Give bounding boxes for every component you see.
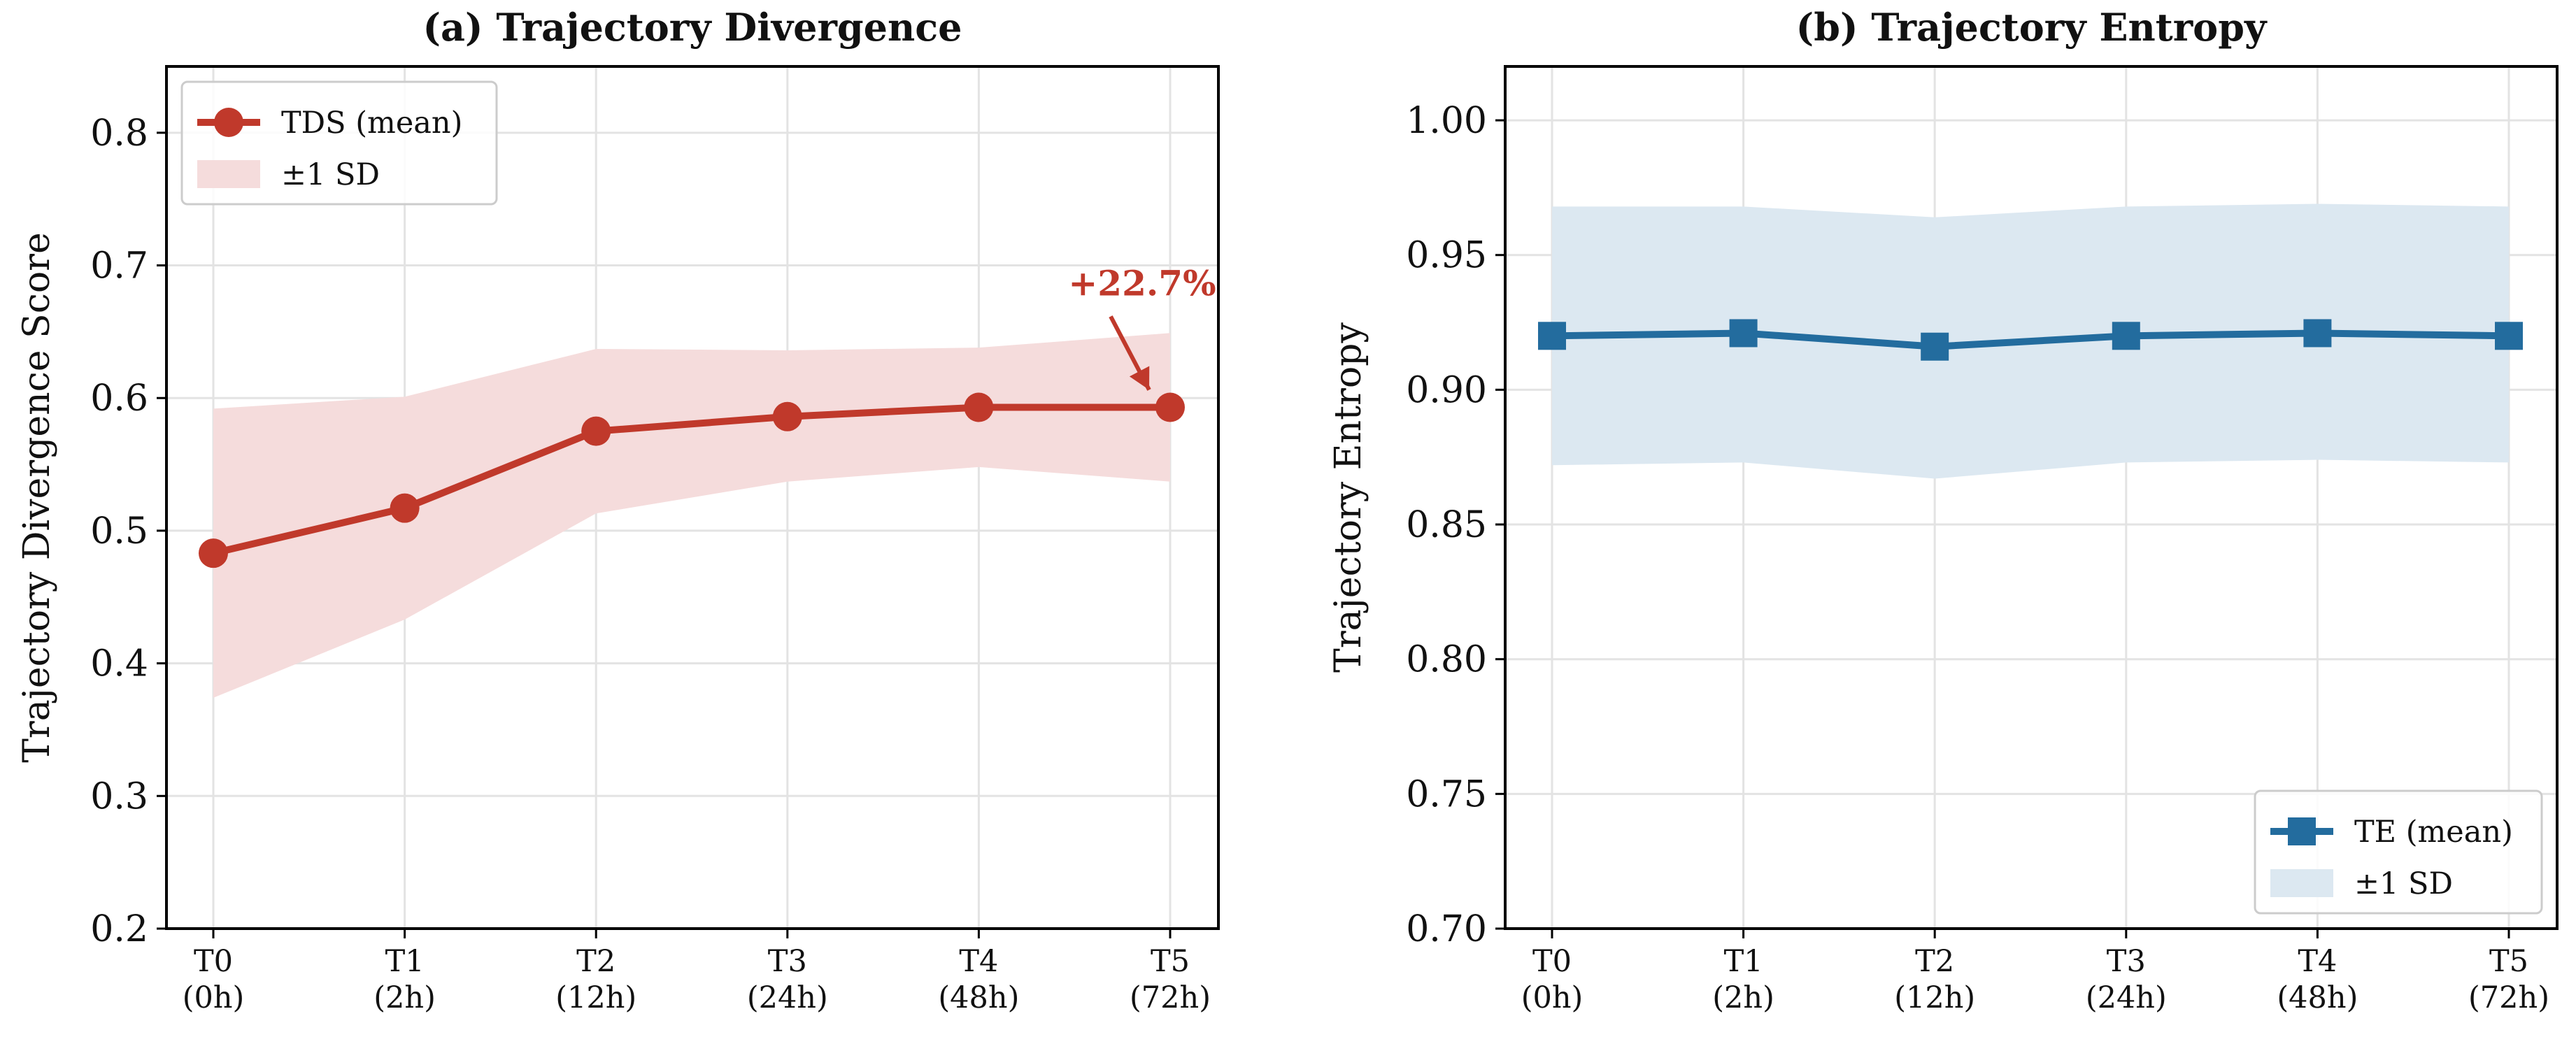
y-tick-label: 0.3 bbox=[90, 775, 148, 817]
y-tick-label: 0.7 bbox=[90, 245, 148, 287]
mean-line bbox=[212, 403, 1170, 557]
data-point bbox=[1729, 319, 1758, 348]
x-tick-label: T5 (72h) bbox=[1130, 944, 1211, 1015]
data-point bbox=[1155, 392, 1185, 422]
mean-line bbox=[1551, 329, 2510, 350]
x-tick-label: T4 (48h) bbox=[2277, 944, 2358, 1015]
y-tick-label: 0.70 bbox=[1406, 908, 1487, 950]
x-tick-label: T4 (48h) bbox=[938, 944, 1019, 1015]
legend-marker bbox=[214, 108, 243, 137]
y-tick-label: 0.95 bbox=[1406, 235, 1487, 277]
legend-label-sd: ±1 SD bbox=[2354, 866, 2453, 901]
legend-label-mean: TDS (mean) bbox=[281, 106, 462, 141]
y-tick-label: 0.90 bbox=[1406, 369, 1487, 411]
panel-trajectory-divergence: 0.2 0.3 0.4 0.5 0.6 0.7 0.8 T0 (0h) T1 (2h) T2 (12h)… bbox=[16, 5, 1220, 1015]
data-point bbox=[390, 493, 420, 523]
x-tick-label: T2 (12h) bbox=[555, 944, 636, 1015]
plot-frame bbox=[1504, 65, 2559, 930]
panel-trajectory-entropy: 0.70 0.75 0.80 0.85 0.90 0.95 1.00 T0 (0h) T1 (2h)… bbox=[1328, 5, 2559, 1015]
y-tick-label: 0.8 bbox=[90, 113, 148, 155]
data-point bbox=[772, 401, 802, 431]
legend-box bbox=[180, 80, 498, 206]
legend-marker bbox=[2288, 817, 2316, 845]
chart-title: (a) Trajectory Divergence bbox=[422, 5, 962, 50]
y-tick-label: 0.2 bbox=[90, 908, 148, 950]
plot-frame bbox=[165, 65, 1220, 930]
y-tick-label: 0.85 bbox=[1406, 504, 1487, 546]
y-tick-label: 0.4 bbox=[90, 643, 148, 685]
y-tick-label: 0.6 bbox=[90, 378, 148, 420]
x-tick-label: T2 (12h) bbox=[1894, 944, 1975, 1015]
legend-band-swatch bbox=[2270, 869, 2333, 897]
data-point bbox=[2303, 319, 2332, 348]
data-point bbox=[2495, 322, 2523, 350]
x-tick-label: T3 (24h) bbox=[747, 944, 828, 1015]
y-tick-label: 1.00 bbox=[1406, 100, 1487, 142]
x-tick-label: T0 (0h) bbox=[183, 944, 245, 1015]
x-tick-label: T1 (2h) bbox=[373, 944, 436, 1015]
legend-label-mean: TE (mean) bbox=[2354, 815, 2513, 850]
y-tick-label: 0.75 bbox=[1406, 773, 1487, 815]
data-point bbox=[1538, 322, 1566, 350]
annotation-label: +22.7% bbox=[1068, 263, 1216, 304]
data-point bbox=[2112, 322, 2140, 350]
x-tick-label: T1 (2h) bbox=[1712, 944, 1774, 1015]
chart-title: (b) Trajectory Entropy bbox=[1796, 5, 2268, 50]
x-tick-label: T3 (24h) bbox=[2086, 944, 2167, 1015]
legend-band-swatch bbox=[197, 160, 260, 188]
y-axis-label: Trajectory Divergence Score bbox=[16, 232, 58, 763]
x-tick-label: T5 (72h) bbox=[2468, 944, 2549, 1015]
y-axis-label: Trajectory Entropy bbox=[1328, 322, 1369, 673]
y-tick-label: 0.80 bbox=[1406, 639, 1487, 681]
x-tick-label: T0 (0h) bbox=[1521, 944, 1584, 1015]
annotation-arrow-head bbox=[1129, 366, 1150, 390]
y-tick-label: 0.5 bbox=[90, 510, 148, 552]
legend-label-sd: ±1 SD bbox=[281, 157, 380, 192]
data-point bbox=[581, 416, 611, 446]
data-point bbox=[964, 392, 994, 422]
data-point bbox=[1921, 332, 1949, 361]
data-point bbox=[199, 538, 228, 568]
sd-band bbox=[213, 333, 1170, 698]
